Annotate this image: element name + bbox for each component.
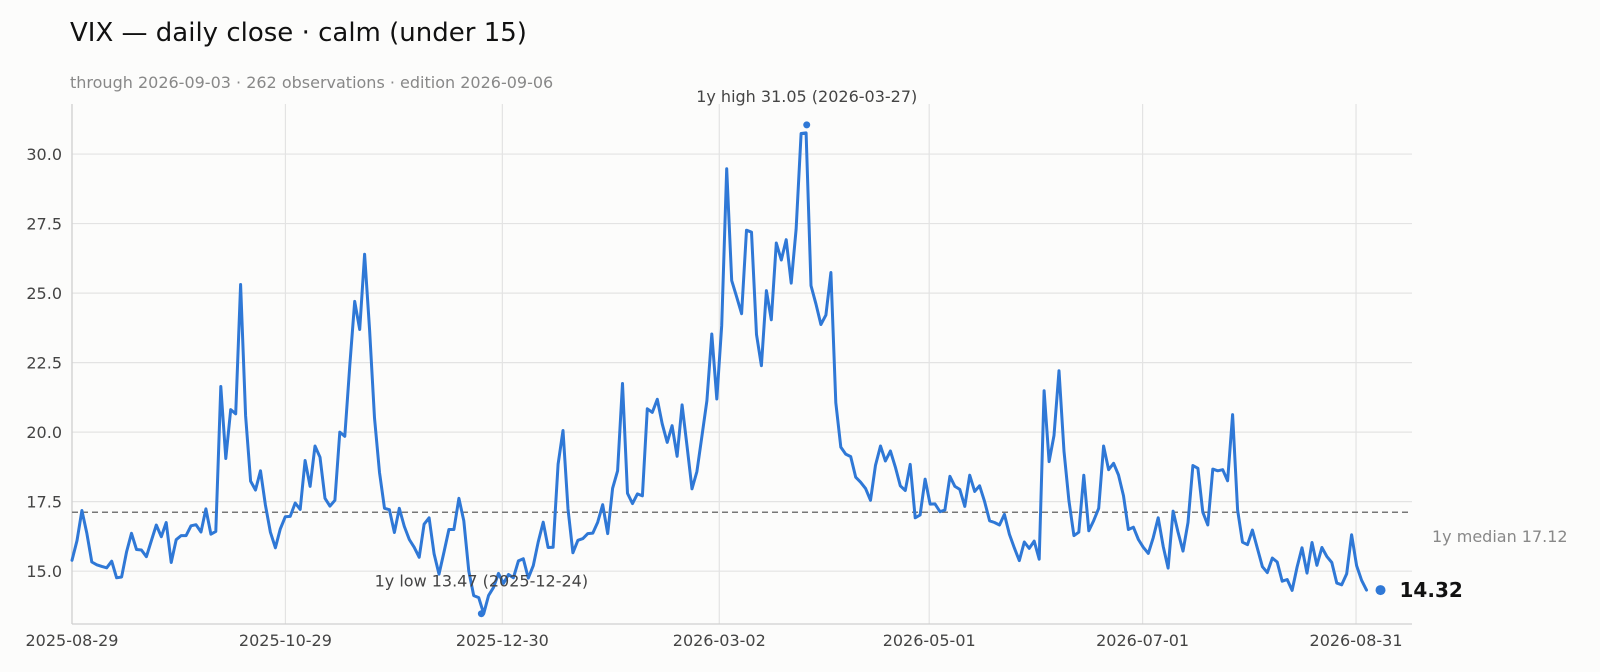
high-annotation: 1y high 31.05 (2026-03-27) bbox=[696, 87, 917, 106]
y-tick-label: 22.5 bbox=[26, 354, 62, 373]
y-tick-label: 25.0 bbox=[26, 284, 62, 303]
y-tick-label: 27.5 bbox=[26, 215, 62, 234]
last-value-label: 14.32 bbox=[1400, 578, 1463, 602]
x-tick-label: 2025-10-29 bbox=[239, 631, 332, 650]
high-marker bbox=[803, 121, 811, 129]
low-marker bbox=[477, 610, 485, 618]
y-tick-labels: 15.0 17.5 20.0 22.5 25.0 27.5 30.0 bbox=[26, 145, 62, 581]
chart-subtitle: through 2026-09-03 · 262 observations · … bbox=[70, 73, 554, 92]
x-tick-label: 2026-08-31 bbox=[1310, 631, 1403, 650]
x-tick-label: 2025-12-30 bbox=[456, 631, 549, 650]
x-tick-labels: 2025-08-29 2025-10-29 2025-12-30 2026-03-02… bbox=[26, 631, 1403, 650]
x-tick-label: 2026-05-01 bbox=[883, 631, 976, 650]
x-tick-label: 2025-08-29 bbox=[26, 631, 119, 650]
y-tick-label: 17.5 bbox=[26, 493, 62, 512]
chart-title: VIX — daily close · calm (under 15) bbox=[70, 18, 527, 48]
x-tick-label: 2026-07-01 bbox=[1096, 631, 1189, 650]
low-annotation: 1y low 13.47 (2025-12-24) bbox=[375, 572, 589, 591]
series-line bbox=[70, 131, 1368, 616]
median-label: 1y median 17.12 bbox=[1432, 527, 1568, 546]
y-tick-label: 30.0 bbox=[26, 145, 62, 164]
last-value-marker bbox=[1375, 585, 1386, 596]
y-gridlines bbox=[72, 153, 1412, 572]
y-tick-label: 15.0 bbox=[26, 562, 62, 581]
vix-series bbox=[70, 131, 1368, 616]
x-tick-label: 2026-03-02 bbox=[673, 631, 766, 650]
y-tick-label: 20.0 bbox=[26, 423, 62, 442]
